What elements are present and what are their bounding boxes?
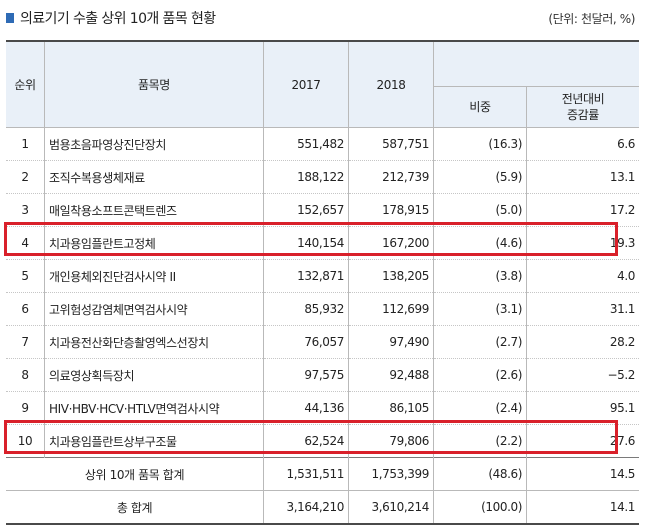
rank-cell: 6 <box>6 292 45 326</box>
value-2017-cell: 62,524 <box>263 424 349 458</box>
growth-cell: 17.2 <box>526 193 639 227</box>
growth-cell: 6.6 <box>526 127 639 161</box>
item-cell: 고위험성감염체면역검사시약 <box>44 292 264 326</box>
growth-cell: 28.2 <box>526 325 639 359</box>
header-growth: 전년대비 증감률 <box>526 86 639 128</box>
value-2018-cell: 178,915 <box>348 193 434 227</box>
subtotal-row: 상위 10개 품목 합계 1,531,511 1,753,399 (48.6) … <box>6 457 639 491</box>
rank-cell: 1 <box>6 127 45 161</box>
share-cell: (4.6) <box>433 226 527 260</box>
value-2017-cell: 97,575 <box>263 358 349 392</box>
value-2018-cell: 167,200 <box>348 226 434 260</box>
table-row: 7 치과용전산화단층촬영엑스선장치 76,057 97,490 (2.7) 28… <box>6 325 639 359</box>
table-row: 6 고위험성감염체면역검사시약 85,932 112,699 (3.1) 31.… <box>6 292 639 326</box>
header-growth-line1: 전년대비 <box>561 92 605 106</box>
item-cell: 범용초음파영상진단장치 <box>44 127 264 161</box>
item-cell: 개인용체외진단검사시약 II <box>44 259 264 293</box>
share-cell: (5.9) <box>433 160 527 194</box>
header-2018: 2018 <box>348 40 434 128</box>
value-2017-cell: 152,657 <box>263 193 349 227</box>
growth-cell: 31.1 <box>526 292 639 326</box>
page-title: 의료기기 수출 상위 10개 품목 현황 <box>20 11 216 27</box>
value-2018-cell: 79,806 <box>348 424 434 458</box>
item-cell: HIV·HBV·HCV·HTLV면역검사시약 <box>44 391 264 425</box>
rank-cell: 10 <box>6 424 45 458</box>
growth-cell: 19.3 <box>526 226 639 260</box>
growth-cell: 27.6 <box>526 424 639 458</box>
table-row-highlighted: 10 치과용임플란트상부구조물 62,524 79,806 (2.2) 27.6 <box>6 424 639 458</box>
header-rank: 순위 <box>6 40 45 128</box>
rank-cell: 4 <box>6 226 45 260</box>
share-cell: (16.3) <box>433 127 527 161</box>
value-2018-cell: 112,699 <box>348 292 434 326</box>
subtotal-label: 상위 10개 품목 합계 <box>6 457 264 491</box>
subtotal-share-cell: (48.6) <box>433 457 527 491</box>
share-cell: (2.7) <box>433 325 527 359</box>
rank-cell: 9 <box>6 391 45 425</box>
item-cell: 치과용전산화단층촬영엑스선장치 <box>44 325 264 359</box>
subtotal-2018-cell: 1,753,399 <box>348 457 434 491</box>
value-2018-cell: 138,205 <box>348 259 434 293</box>
item-cell: 의료영상획득장치 <box>44 358 264 392</box>
total-share-cell: (100.0) <box>433 490 527 525</box>
rank-cell: 2 <box>6 160 45 194</box>
total-row: 총 합계 3,164,210 3,610,214 (100.0) 14.1 <box>6 490 639 525</box>
value-2018-cell: 92,488 <box>348 358 434 392</box>
growth-cell: 13.1 <box>526 160 639 194</box>
value-2017-cell: 140,154 <box>263 226 349 260</box>
header-item: 품목명 <box>44 40 264 128</box>
item-cell: 치과용임플란트고정체 <box>44 226 264 260</box>
share-cell: (3.8) <box>433 259 527 293</box>
value-2017-cell: 132,871 <box>263 259 349 293</box>
header-group-blank <box>433 40 639 87</box>
value-2018-cell: 587,751 <box>348 127 434 161</box>
unit-note: (단위: 천달러, %) <box>548 12 635 26</box>
value-2018-cell: 86,105 <box>348 391 434 425</box>
item-cell: 매일착용소프트콘택트렌즈 <box>44 193 264 227</box>
table-row: 5 개인용체외진단검사시약 II 132,871 138,205 (3.8) 4… <box>6 259 639 293</box>
item-cell: 치과용임플란트상부구조물 <box>44 424 264 458</box>
table-row: 2 조직수복용생체재료 188,122 212,739 (5.9) 13.1 <box>6 160 639 194</box>
total-label: 총 합계 <box>6 490 264 525</box>
share-cell: (2.2) <box>433 424 527 458</box>
export-table: 순위 품목명 2017 2018 비중 전년대비 증감률 1 범용초음파영상진단… <box>6 40 639 525</box>
total-growth-cell: 14.1 <box>526 490 639 525</box>
growth-cell: 4.0 <box>526 259 639 293</box>
table-row: 9 HIV·HBV·HCV·HTLV면역검사시약 44,136 86,105 (… <box>6 391 639 425</box>
item-cell: 조직수복용생체재료 <box>44 160 264 194</box>
value-2017-cell: 44,136 <box>263 391 349 425</box>
value-2018-cell: 212,739 <box>348 160 434 194</box>
table-row: 8 의료영상획득장치 97,575 92,488 (2.6) −5.2 <box>6 358 639 392</box>
value-2018-cell: 97,490 <box>348 325 434 359</box>
header-2017: 2017 <box>263 40 349 128</box>
share-cell: (2.4) <box>433 391 527 425</box>
value-2017-cell: 188,122 <box>263 160 349 194</box>
rank-cell: 5 <box>6 259 45 293</box>
share-cell: (5.0) <box>433 193 527 227</box>
share-cell: (3.1) <box>433 292 527 326</box>
subtotal-2017-cell: 1,531,511 <box>263 457 349 491</box>
table-row-highlighted: 4 치과용임플란트고정체 140,154 167,200 (4.6) 19.3 <box>6 226 639 260</box>
share-cell: (2.6) <box>433 358 527 392</box>
total-2017-cell: 3,164,210 <box>263 490 349 525</box>
table-row: 3 매일착용소프트콘택트렌즈 152,657 178,915 (5.0) 17.… <box>6 193 639 227</box>
rank-cell: 7 <box>6 325 45 359</box>
header-share: 비중 <box>433 86 527 128</box>
header-growth-line2: 증감률 <box>567 108 599 122</box>
title-marker-square <box>6 13 14 23</box>
rank-cell: 3 <box>6 193 45 227</box>
rank-cell: 8 <box>6 358 45 392</box>
value-2017-cell: 76,057 <box>263 325 349 359</box>
growth-cell: −5.2 <box>526 358 639 392</box>
value-2017-cell: 551,482 <box>263 127 349 161</box>
value-2017-cell: 85,932 <box>263 292 349 326</box>
table-row: 1 범용초음파영상진단장치 551,482 587,751 (16.3) 6.6 <box>6 127 639 161</box>
subtotal-growth-cell: 14.5 <box>526 457 639 491</box>
title-row: 의료기기 수출 상위 10개 품목 현황 (단위: 천달러, %) <box>6 8 639 30</box>
growth-cell: 95.1 <box>526 391 639 425</box>
total-2018-cell: 3,610,214 <box>348 490 434 525</box>
